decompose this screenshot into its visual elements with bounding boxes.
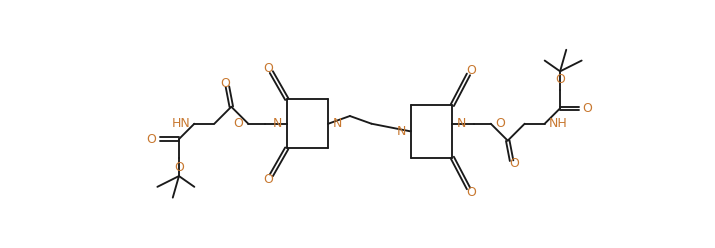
Text: HN: HN [172, 117, 190, 130]
Text: O: O [263, 173, 273, 186]
Text: N: N [333, 117, 342, 130]
Text: O: O [495, 117, 506, 130]
Text: O: O [263, 62, 273, 75]
Text: O: O [147, 133, 157, 146]
Text: O: O [555, 73, 565, 86]
Text: N: N [457, 117, 466, 130]
Text: N: N [397, 125, 406, 138]
Text: O: O [174, 161, 184, 174]
Text: O: O [467, 186, 476, 199]
Text: O: O [220, 77, 230, 90]
Text: NH: NH [548, 117, 567, 130]
Text: O: O [509, 157, 519, 170]
Text: O: O [583, 102, 592, 115]
Text: O: O [467, 64, 476, 77]
Text: O: O [234, 117, 244, 130]
Text: N: N [272, 117, 282, 130]
